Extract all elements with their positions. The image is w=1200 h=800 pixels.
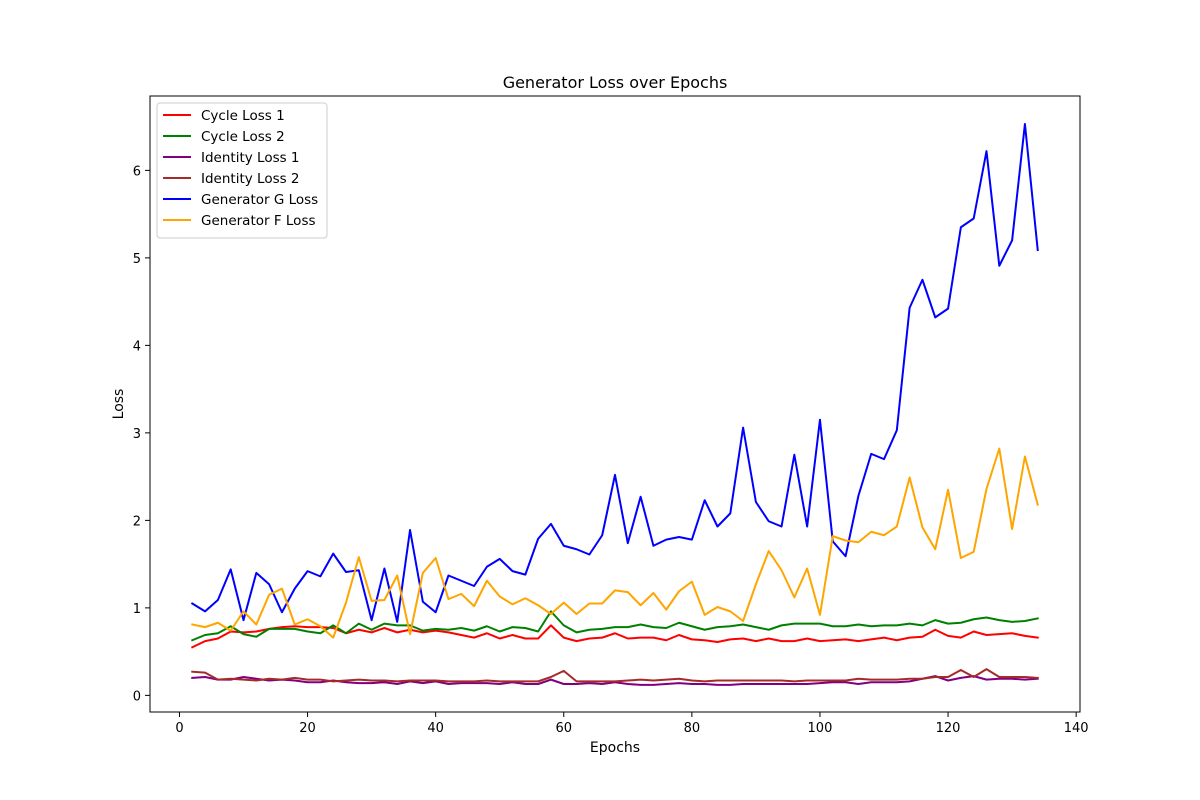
x-axis-label: Epochs — [590, 740, 640, 756]
y-axis-label: Loss — [111, 389, 127, 420]
x-tick-label: 80 — [684, 721, 701, 736]
legend-label-4: Identity Loss 2 — [201, 171, 300, 187]
x-tick-label: 0 — [175, 721, 183, 736]
y-tick-label: 4 — [133, 339, 141, 354]
legend-label-5: Generator G Loss — [201, 192, 318, 208]
y-tick-label: 0 — [133, 689, 141, 704]
x-tick-label: 120 — [936, 721, 961, 736]
y-tick-label: 5 — [133, 252, 141, 267]
legend-label-6: Generator F Loss — [201, 213, 316, 229]
x-tick-label: 100 — [808, 721, 833, 736]
y-tick-label: 1 — [133, 602, 141, 617]
legend-label-3: Identity Loss 1 — [201, 150, 300, 166]
x-tick-label: 20 — [299, 721, 316, 736]
x-tick-label: 60 — [555, 721, 572, 736]
y-tick-label: 3 — [133, 427, 141, 442]
y-tick-label: 2 — [133, 514, 141, 529]
legend-label-1: Cycle Loss 1 — [201, 108, 285, 124]
legend: Cycle Loss 1 Cycle Loss 2 Identity Loss 1 I… — [157, 103, 327, 238]
chart-title: Generator Loss over Epochs — [503, 73, 728, 92]
legend-label-2: Cycle Loss 2 — [201, 129, 285, 145]
x-tick-label: 140 — [1064, 721, 1089, 736]
y-tick-label: 6 — [133, 164, 141, 179]
x-tick-label: 40 — [427, 721, 444, 736]
